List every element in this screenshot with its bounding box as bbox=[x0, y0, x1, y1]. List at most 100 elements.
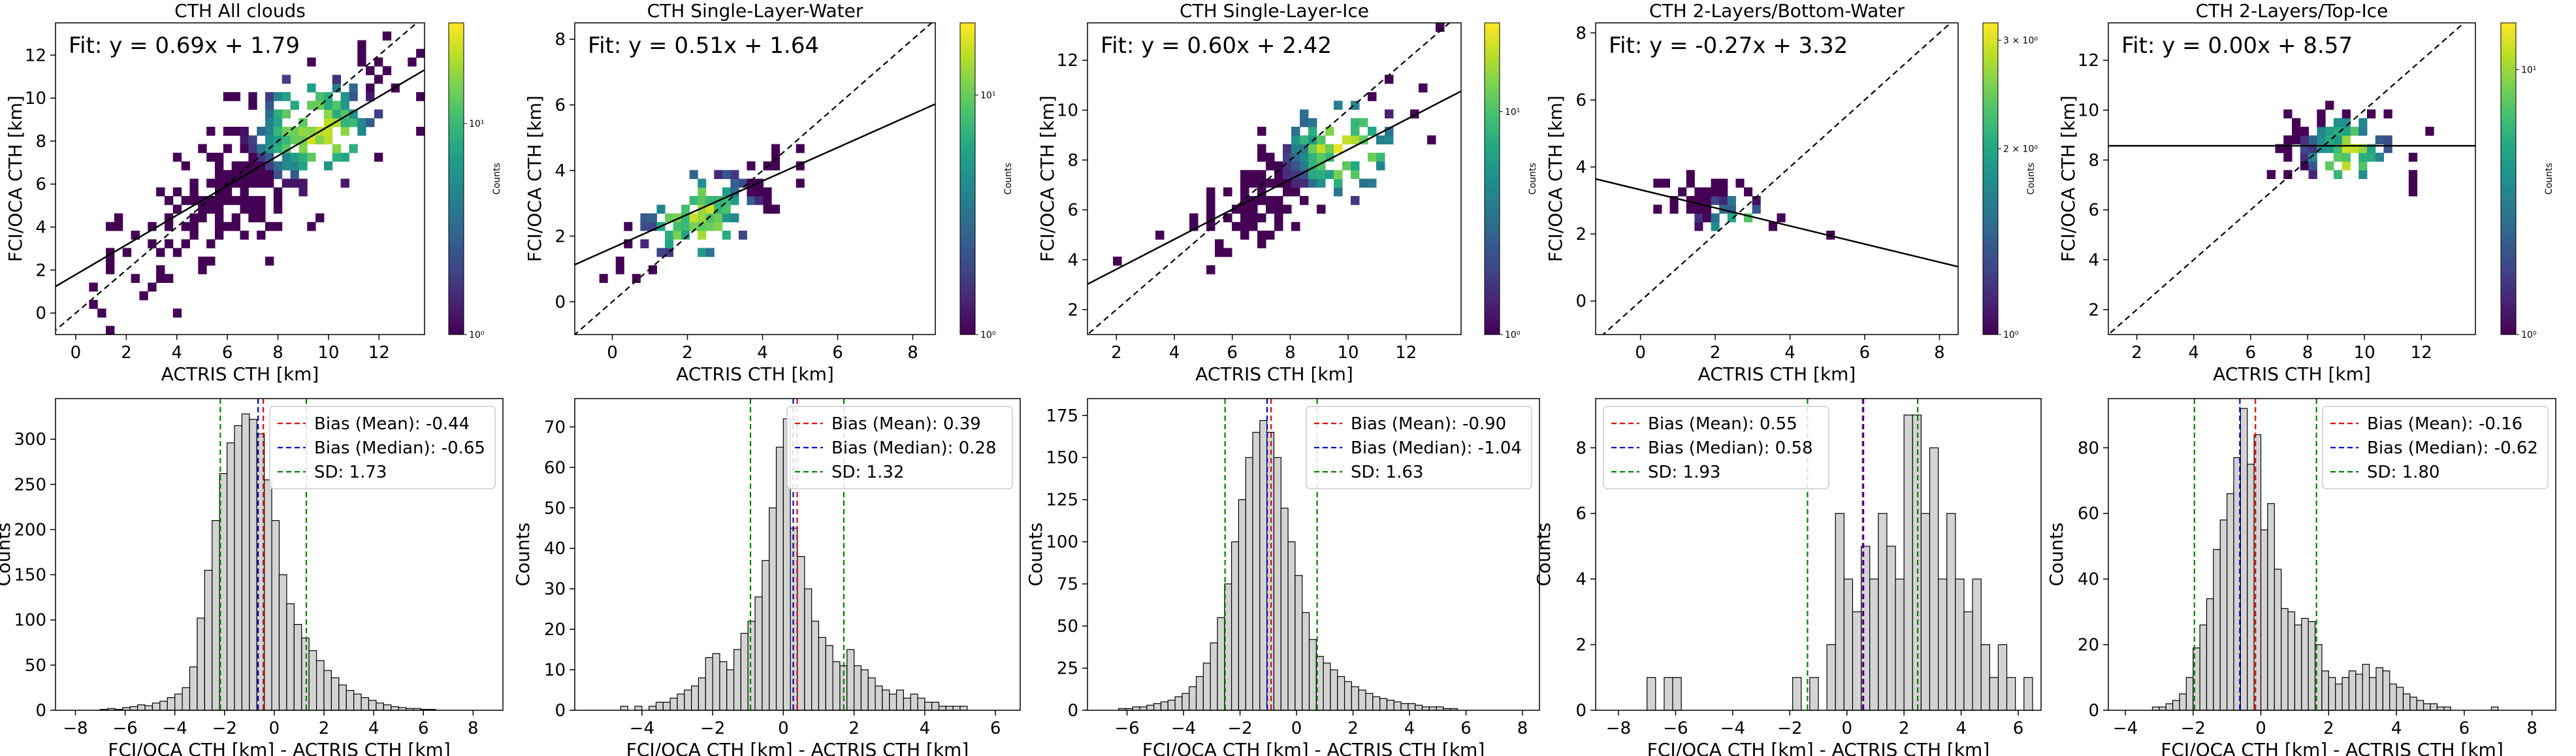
histogram-bar bbox=[1252, 431, 1261, 711]
fit-equation: Fit: y = 0.69x + 1.79 bbox=[69, 33, 300, 59]
hist2d-cell bbox=[273, 196, 283, 205]
histogram-bar bbox=[1351, 686, 1359, 711]
histogram-bar bbox=[698, 677, 706, 711]
hist2d-cell bbox=[681, 231, 690, 240]
hist2d-cell bbox=[1291, 135, 1300, 144]
hist2d-cell bbox=[323, 92, 333, 101]
y-tick-label: 0 bbox=[35, 701, 46, 721]
hist2d-cell bbox=[374, 58, 383, 67]
hist2d-cell bbox=[2308, 152, 2317, 162]
hist2d-cell bbox=[257, 178, 266, 188]
hist2d-cell bbox=[248, 213, 257, 223]
colorbar-tick-label: 10¹ bbox=[469, 119, 484, 129]
y-axis-label: FCI/OCA CTH [km] bbox=[1545, 95, 1566, 262]
hist2d-cell bbox=[796, 178, 805, 188]
hist2d-cell bbox=[1291, 222, 1300, 231]
y-tick-label: 0 bbox=[1575, 292, 1586, 312]
legend-entry: Bias (Mean): 0.39 bbox=[831, 414, 981, 434]
hist2d-cell bbox=[298, 178, 308, 188]
histogram-bar bbox=[1408, 703, 1416, 711]
hist2d-cell bbox=[2300, 135, 2310, 144]
colorbar-tick-label: 10¹ bbox=[980, 90, 995, 101]
hist2d-cell bbox=[1325, 144, 1334, 154]
hist2d-cell bbox=[1334, 101, 1343, 110]
x-tick-label: 2 bbox=[2323, 719, 2334, 738]
hist2d-cell bbox=[698, 196, 707, 205]
hist2d-cell bbox=[231, 161, 240, 171]
x-axis-label: FCI/OCA CTH [km] - ACTRIS CTH [km] bbox=[108, 739, 451, 756]
hist2d-cell bbox=[1274, 196, 1283, 205]
hist2d-cell bbox=[273, 205, 283, 214]
y-tick-label: 50 bbox=[544, 499, 566, 518]
x-axis-label: FCI/OCA CTH [km] - ACTRIS CTH [km] bbox=[2161, 739, 2504, 756]
histogram-bar bbox=[1393, 701, 1402, 711]
histogram-bar bbox=[769, 507, 777, 711]
hist2d-cell bbox=[273, 127, 283, 136]
hist2d-cell bbox=[298, 127, 308, 136]
hist2d-cell bbox=[323, 109, 333, 119]
hist2d-cell bbox=[106, 265, 115, 274]
hist2d-cell bbox=[2300, 152, 2310, 162]
plot-frame bbox=[1087, 398, 1540, 711]
hist2d-cell bbox=[206, 256, 216, 266]
hist2d-cell bbox=[771, 161, 781, 171]
hist2d-cell bbox=[282, 135, 291, 144]
hist2d-cell bbox=[265, 222, 274, 231]
plot-area bbox=[1087, 23, 1461, 335]
histogram-bar bbox=[1878, 513, 1888, 711]
hist2d-cell bbox=[340, 118, 349, 127]
hist2d-cell bbox=[1719, 196, 1728, 205]
x-tick-label: 2 bbox=[1347, 719, 1359, 738]
hist2d-cell bbox=[1694, 222, 1703, 231]
histogram-bar bbox=[278, 574, 287, 711]
x-tick-label: 6 bbox=[2013, 719, 2024, 738]
hist2d-cell bbox=[307, 152, 316, 162]
hist2d-cell bbox=[1274, 205, 1283, 214]
hist2d-cell bbox=[1702, 196, 1712, 205]
x-tick-label: 0 bbox=[607, 343, 618, 363]
x-tick-label: 12 bbox=[368, 343, 390, 363]
legend-entry: Bias (Mean): -0.90 bbox=[1351, 414, 1506, 434]
hist2d-cell bbox=[1257, 196, 1266, 205]
hist2d-cell bbox=[1711, 187, 1720, 197]
legend: Bias (Mean): 0.39 Bias (Median): 0.28 SD: … bbox=[786, 406, 1013, 489]
hist2d-cell bbox=[665, 231, 674, 240]
hist2d-cell bbox=[1274, 178, 1283, 188]
hist2d-cell bbox=[257, 231, 266, 240]
histogram-bar bbox=[1202, 663, 1211, 711]
histogram-bar bbox=[1938, 578, 1948, 711]
hist2d-cell bbox=[1291, 170, 1300, 179]
panel-title: CTH All clouds bbox=[174, 0, 306, 22]
histogram-bar bbox=[1302, 612, 1310, 711]
histogram-bar bbox=[1421, 706, 1430, 711]
hist2d-cell bbox=[1669, 205, 1679, 214]
hist2d-cell bbox=[796, 144, 805, 154]
hist2d-cell bbox=[1368, 152, 1377, 162]
hist2d-cell bbox=[189, 222, 199, 231]
hist2d-cell bbox=[357, 48, 366, 58]
histogram-bar bbox=[917, 697, 926, 711]
y-tick-label: 4 bbox=[2088, 251, 2099, 271]
hist2d-cell bbox=[1727, 196, 1736, 205]
y-tick-label: 6 bbox=[1575, 91, 1586, 110]
hist2d-cell bbox=[1257, 178, 1266, 188]
hist2d-cell bbox=[265, 92, 274, 101]
x-tick-label: 4 bbox=[368, 719, 379, 738]
hist2d-cell bbox=[1359, 178, 1368, 188]
hist2d-cell bbox=[189, 178, 199, 188]
y-tick-label: 100 bbox=[1046, 533, 1078, 552]
histogram-bar bbox=[182, 687, 191, 711]
hist2d-cell bbox=[2317, 135, 2326, 144]
hist2d-cell bbox=[1678, 187, 1687, 197]
hist2d-cell bbox=[640, 239, 649, 248]
histogram-bar bbox=[353, 693, 362, 711]
hist2d-cell bbox=[1249, 178, 1258, 188]
hist2d-cell bbox=[323, 135, 333, 144]
hist2d-cell bbox=[698, 178, 707, 188]
hist2d-cell bbox=[315, 92, 325, 101]
hist2d-cell bbox=[273, 187, 283, 197]
legend: Bias (Mean): -0.44 Bias (Median): -0.65 SD… bbox=[269, 406, 496, 489]
histogram-bar bbox=[1912, 414, 1922, 711]
hist2d-cell bbox=[1291, 152, 1300, 162]
one-to-one-line bbox=[575, 23, 933, 335]
